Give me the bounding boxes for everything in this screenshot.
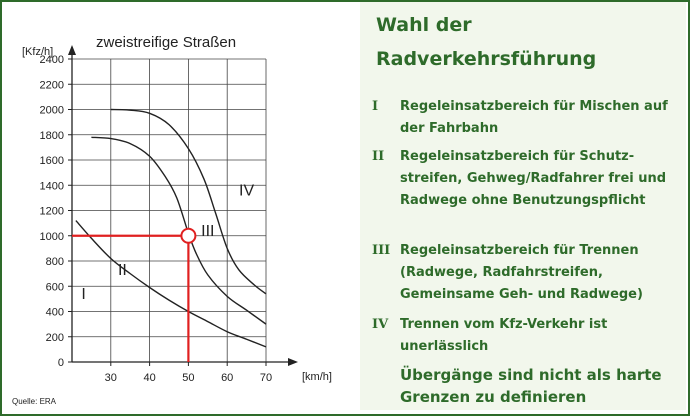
y-tick-label-1200: 1200 [40,206,64,218]
legend-item-3-numeral: III [372,243,391,258]
y-tick-label-200: 200 [46,332,64,344]
chart-highlight [72,227,197,362]
side-panel [360,2,686,410]
chart-labels: zweistreifige Straßen [Kfz/h] [km/h] Que… [12,34,332,406]
x-axis-label: [km/h] [302,371,332,383]
chart-panel: zweistreifige Straßen [Kfz/h] [km/h] Que… [2,2,360,410]
chart-axes [68,45,298,366]
x-tick-label-30: 30 [105,372,117,384]
curve-2 [91,136,267,325]
y-tick-label-0: 0 [58,357,64,369]
legend-item-4-text: Trennen vom Kfz-Verkehr ist unerlässlich [400,317,608,354]
curve-3 [110,108,267,295]
y-tick-label-2400: 2400 [40,54,64,66]
x-tick-label-50: 50 [182,372,194,384]
x-axis-arrow [288,358,298,366]
y-tick-label-1800: 1800 [40,130,64,142]
region-label-1: I [81,286,85,303]
y-tick-label-600: 600 [46,281,64,293]
highlight-point [180,227,197,244]
source-label: Quelle: ERA [12,397,57,406]
region-label-4: IV [239,182,254,199]
x-tick-label-40: 40 [143,372,155,384]
x-tick-label-60: 60 [221,372,233,384]
panel-title-line1: Wahl der [376,14,472,36]
legend-item-1: I Regeleinsatzbereich für Mischen auf der… [372,96,682,140]
legend-item-4-numeral: IV [372,317,389,332]
curve-1 [75,220,267,348]
y-tick-label-1000: 1000 [40,231,64,243]
legend-item-2: II Regeleinsatzbereich für Schutz-streife… [372,146,682,212]
chart-title: zweistreifige Straßen [96,34,236,51]
legend-item-4: IV Trennen vom Kfz-Verkehr ist unerlässli… [372,314,682,358]
panel-title-line2: Radverkehrsführung [376,48,597,70]
legend-item-2-numeral: II [372,149,385,164]
chart: zweistreifige Straßen [Kfz/h] [km/h] Que… [12,34,332,406]
region-label-3: III [201,223,214,240]
legend-item-2-text: Regeleinsatzbereich für Schutz-streifen,… [400,149,667,208]
region-label-2: II [118,262,127,279]
x-tick-label-70: 70 [260,372,272,384]
y-tick-label-800: 800 [46,256,64,268]
legend-item-3-text: Regeleinsatzbereich für Trennen (Radwege… [400,243,643,302]
y-tick-label-2200: 2200 [40,79,64,91]
legend-item-1-numeral: I [372,99,379,114]
legend-item-1-text: Regeleinsatzbereich für Mischen auf der … [400,99,668,136]
y-tick-label-1600: 1600 [40,155,64,167]
chart-grid [72,58,267,362]
transition-note: Übergänge sind nicht als harte Grenzen z… [400,366,662,406]
legend-item-3: III Regeleinsatzbereich für Trennen (Radw… [372,240,682,306]
y-tick-label-1400: 1400 [40,180,64,192]
y-axis-label: [Kfz/h] [22,46,53,58]
chart-curves [75,108,267,348]
y-tick-label-400: 400 [46,307,64,319]
y-axis-arrow [68,45,76,55]
y-tick-label-2000: 2000 [40,105,64,117]
panel-title: Wahl der Radverkehrsführung [376,8,676,76]
